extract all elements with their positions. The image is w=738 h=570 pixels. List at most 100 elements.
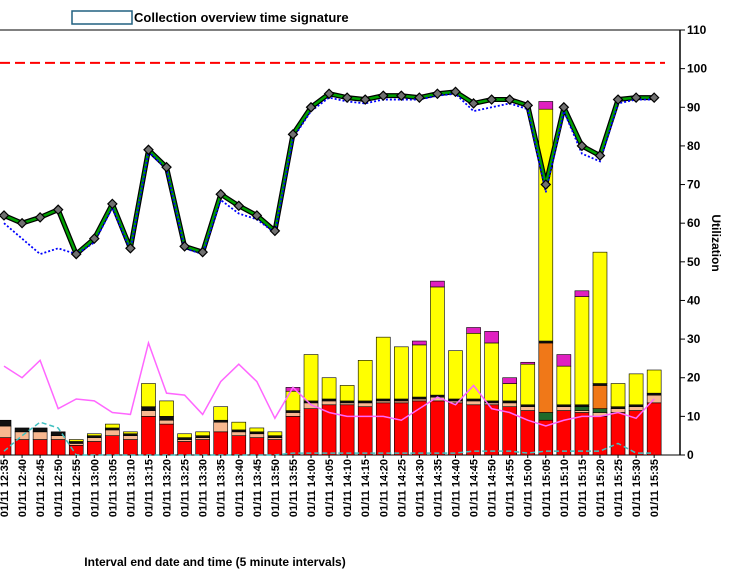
x-tick-label: 01/11 12:55 bbox=[71, 459, 83, 517]
y-tick-label: 10 bbox=[687, 409, 701, 423]
series-marker bbox=[504, 94, 516, 105]
bar-segment bbox=[303, 354, 319, 402]
series-marker bbox=[161, 161, 172, 173]
bar-segment bbox=[610, 383, 626, 408]
x-tick-label: 01/11 12:45 bbox=[35, 459, 47, 517]
bar-segment bbox=[177, 441, 192, 456]
bar-segment bbox=[520, 363, 536, 406]
bar-segment bbox=[0, 437, 12, 456]
y-tick-label: 110 bbox=[687, 23, 707, 37]
series-marker bbox=[107, 198, 118, 210]
bar-segment bbox=[105, 429, 120, 436]
bar-segment bbox=[610, 412, 626, 456]
series-marker bbox=[522, 99, 534, 111]
bar-segment bbox=[466, 404, 481, 456]
bar-segment bbox=[0, 425, 12, 438]
x-tick-label: 01/11 14:30 bbox=[414, 459, 426, 517]
bar-segment bbox=[32, 439, 48, 456]
x-tick-label: 01/11 14:40 bbox=[451, 459, 463, 517]
bar-segment bbox=[68, 439, 84, 442]
x-tick-label: 01/11 12:35 bbox=[0, 459, 11, 517]
series-marker bbox=[197, 246, 209, 258]
bar-segment bbox=[159, 419, 174, 425]
series-marker bbox=[377, 90, 389, 102]
series-marker bbox=[540, 179, 552, 190]
bar-segment bbox=[430, 400, 445, 456]
bar-segment bbox=[357, 402, 373, 408]
bar-segment bbox=[357, 360, 373, 402]
bar-segment bbox=[484, 331, 499, 344]
bar-segment bbox=[538, 412, 554, 421]
series-marker bbox=[70, 248, 82, 260]
bar-segment bbox=[538, 108, 554, 342]
bar-segment bbox=[430, 280, 445, 288]
x-tick-label: 01/11 15:05 bbox=[541, 459, 553, 517]
chart-title: Collection overview time signature bbox=[134, 10, 349, 25]
bar-segment bbox=[592, 408, 608, 413]
series-marker bbox=[269, 225, 281, 237]
x-tick-label: 01/11 13:55 bbox=[288, 459, 300, 517]
series-marker bbox=[52, 204, 64, 216]
y-tick-label: 30 bbox=[687, 332, 701, 346]
bar-segment bbox=[303, 408, 319, 456]
bar-segment bbox=[357, 406, 373, 456]
bar-segment bbox=[14, 439, 30, 456]
series-marker bbox=[16, 217, 28, 229]
bar-segment bbox=[574, 296, 590, 406]
bar-segment bbox=[50, 439, 66, 456]
x-tick-label: 01/11 12:40 bbox=[17, 459, 29, 517]
series-marker bbox=[468, 98, 479, 109]
x-tick-label: 01/11 14:05 bbox=[324, 459, 336, 517]
x-tick-label: 01/11 13:35 bbox=[216, 459, 228, 517]
bar-segment bbox=[574, 290, 590, 297]
bar-segment bbox=[32, 427, 48, 433]
bar-segment bbox=[321, 400, 337, 406]
x-tick-label: 01/11 14:45 bbox=[469, 459, 481, 517]
series-marker bbox=[450, 86, 461, 98]
bar-segment bbox=[556, 365, 572, 406]
bar-segment bbox=[303, 402, 319, 409]
bar-segment bbox=[141, 383, 156, 408]
y-tick-label: 40 bbox=[687, 293, 701, 307]
series-marker bbox=[648, 92, 660, 103]
y-tick-label: 100 bbox=[687, 62, 707, 76]
bar-segment bbox=[249, 437, 265, 456]
series-marker bbox=[34, 212, 46, 223]
bar-segment bbox=[249, 427, 265, 433]
bar-segment bbox=[14, 427, 30, 433]
series-marker bbox=[215, 188, 227, 200]
bar-segment bbox=[574, 412, 590, 456]
bar-segment bbox=[87, 441, 102, 456]
series-marker bbox=[0, 210, 10, 221]
x-tick-label: 01/11 13:00 bbox=[89, 459, 101, 517]
x-tick-label: 01/11 14:20 bbox=[378, 459, 390, 517]
series-marker bbox=[287, 128, 299, 140]
x-axis-label: Interval end date and time (5 minute int… bbox=[84, 555, 345, 569]
y-tick-label: 90 bbox=[687, 100, 701, 114]
x-tick-label: 01/11 13:40 bbox=[234, 459, 246, 517]
legend-box bbox=[71, 10, 133, 25]
bar-segment bbox=[394, 346, 409, 400]
series-marker bbox=[305, 101, 317, 113]
x-tick-label: 01/11 13:20 bbox=[162, 459, 174, 517]
y-tick-label: 50 bbox=[687, 255, 701, 269]
y-tick-label: 80 bbox=[687, 139, 701, 153]
bar-segment bbox=[105, 435, 120, 456]
bar-segment bbox=[14, 431, 30, 440]
y-tick-label: 70 bbox=[687, 178, 701, 192]
bar-segment bbox=[502, 402, 517, 408]
x-tick-label: 01/11 14:00 bbox=[306, 459, 318, 517]
series-marker bbox=[594, 150, 606, 161]
series-marker bbox=[414, 92, 425, 103]
bar-segment bbox=[484, 342, 499, 402]
bar-segment bbox=[466, 327, 481, 334]
bar-segment bbox=[141, 410, 156, 417]
x-tick-label: 01/11 15:10 bbox=[559, 459, 571, 517]
bar-segment bbox=[574, 406, 590, 411]
x-tick-label: 01/11 15:25 bbox=[613, 459, 625, 517]
series-marker bbox=[179, 241, 190, 252]
series-marker bbox=[558, 101, 570, 113]
bar-segment bbox=[123, 431, 138, 435]
bar-segment bbox=[412, 340, 427, 346]
